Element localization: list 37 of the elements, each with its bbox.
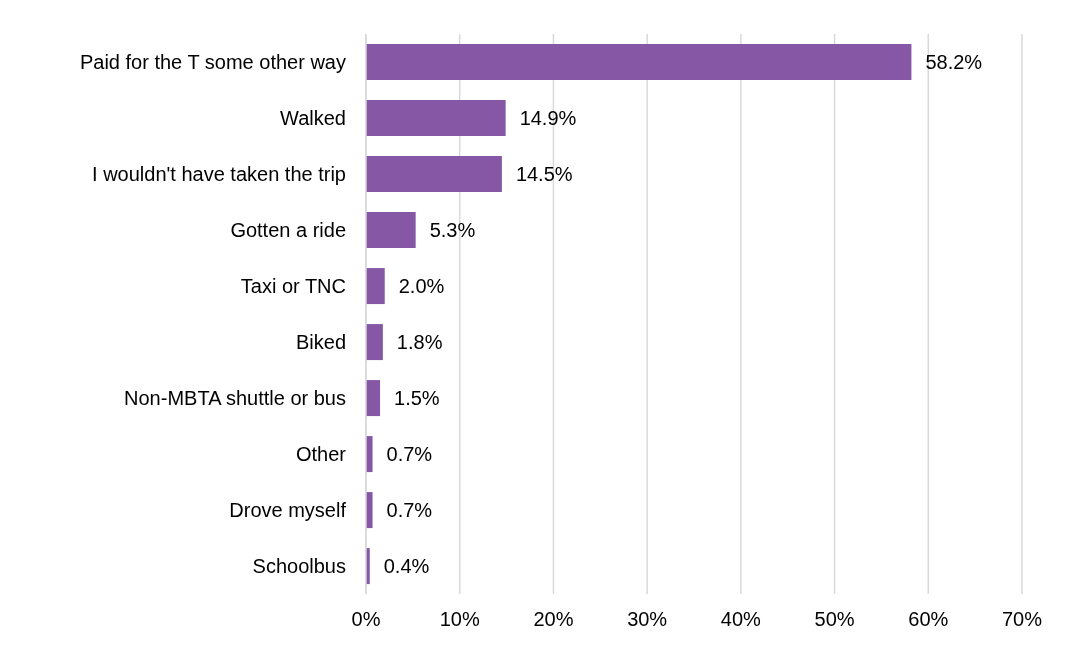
data-label: 1.8% [396, 331, 443, 354]
bar [366, 100, 506, 137]
x-tick-label: 40% [720, 608, 762, 631]
data-label: 0.7% [386, 499, 433, 522]
bar [366, 44, 912, 81]
data-label: 0.7% [386, 443, 433, 466]
y-tick-label: Gotten a ride [230, 219, 346, 242]
y-tick-label: Paid for the T some other way [79, 51, 346, 74]
data-label: 2.0% [398, 275, 445, 298]
y-tick-label: Other [295, 443, 347, 466]
data-label: 0.4% [383, 555, 430, 578]
x-tick-label: 30% [627, 608, 668, 631]
y-tick-label: Schoolbus [252, 555, 346, 578]
y-tick-label: Walked [280, 107, 346, 130]
data-label: 1.5% [394, 387, 440, 410]
x-tick-label: 70% [1001, 608, 1043, 631]
y-tick-label: Drove myself [229, 499, 347, 522]
y-tick-label: I wouldn't have taken the trip [92, 163, 346, 186]
data-label: 5.3% [429, 219, 476, 242]
data-label: 14.5% [515, 163, 573, 186]
data-label: 14.9% [519, 107, 577, 130]
bar [366, 380, 381, 417]
x-tick-label: 60% [908, 608, 949, 631]
bar [366, 212, 416, 249]
y-tick-label: Non-MBTA shuttle or bus [124, 387, 346, 410]
x-tick-label: 10% [439, 608, 480, 631]
x-tick-label: 0% [351, 608, 381, 631]
y-tick-label: Taxi or TNC [240, 275, 346, 298]
bar [366, 268, 385, 305]
x-tick-label: 50% [814, 608, 855, 631]
bar [366, 436, 373, 473]
data-label: 58.2% [925, 51, 983, 74]
bar [366, 324, 383, 361]
x-tick-label: 20% [533, 608, 574, 631]
y-tick-label: Biked [295, 331, 346, 354]
bar [366, 156, 502, 193]
bar [366, 492, 373, 529]
